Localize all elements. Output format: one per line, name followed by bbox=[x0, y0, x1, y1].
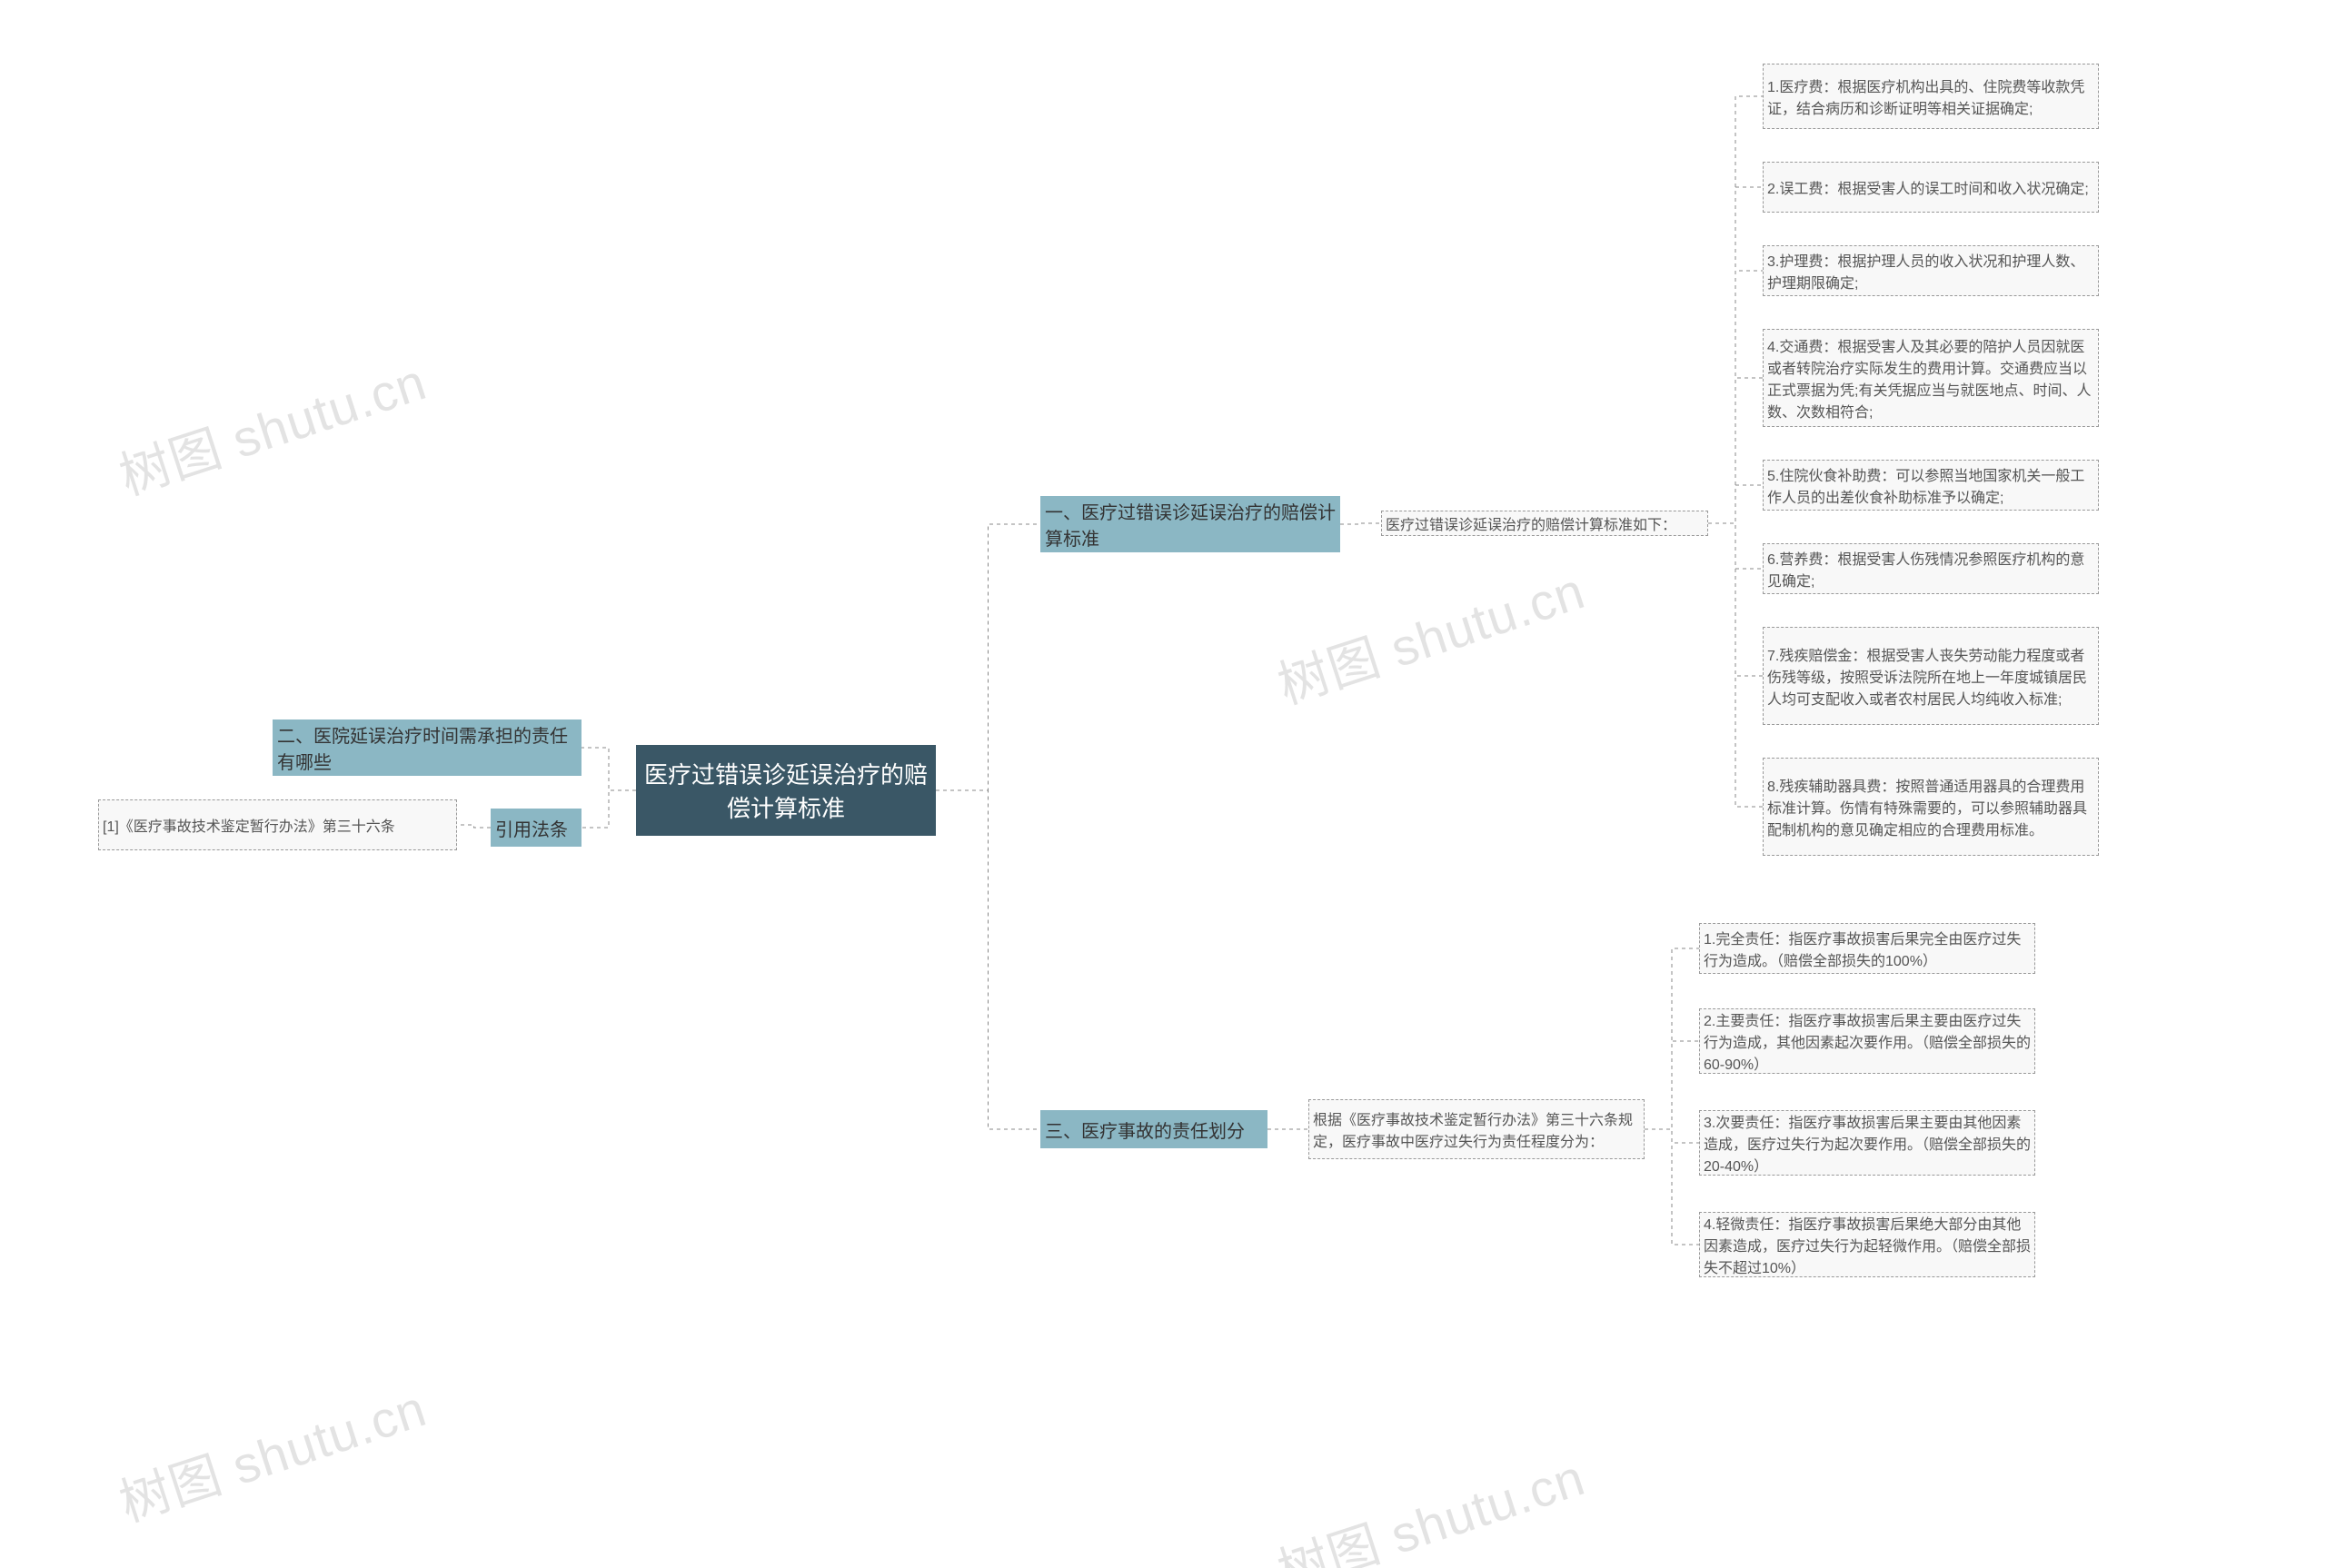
leaf-b3-2-text: 3.次要责任：指医疗事故损害后果主要由其他因素造成，医疗过失行为起次要作用。（赔… bbox=[1700, 1110, 2034, 1176]
root-node: 医疗过错误诊延误治疗的赔偿计算标准 bbox=[636, 745, 936, 836]
leaf-b1-6: 7.残疾赔偿金：根据受害人丧失劳动能力程度或者伤残等级，按照受诉法院所在地上一年… bbox=[1763, 627, 2099, 725]
intermediate-b1-text: 医疗过错误诊延误治疗的赔偿计算标准如下： bbox=[1382, 512, 1707, 534]
branch-b2: 二、医院延误治疗时间需承担的责任有哪些 bbox=[273, 719, 582, 776]
branch-b3: 三、医疗事故的责任划分 bbox=[1040, 1110, 1267, 1148]
branch-b1: 一、医疗过错误诊延误治疗的赔偿计算标准 bbox=[1040, 496, 1340, 552]
branch-b1-text: 一、医疗过错误诊延误治疗的赔偿计算标准 bbox=[1041, 498, 1339, 551]
branch-b_ref: 引用法条 bbox=[491, 809, 582, 847]
leaf-b1-0-text: 1.医疗费：根据医疗机构出具的、住院费等收款凭证，结合病历和诊断证明等相关证据确… bbox=[1764, 74, 2098, 118]
watermark-2: 树图 shutu.cn bbox=[109, 1368, 434, 1536]
leaf-b1-1-text: 2.误工费：根据受害人的误工时间和收入状况确定; bbox=[1764, 176, 2098, 198]
leaf-b1-1: 2.误工费：根据受害人的误工时间和收入状况确定; bbox=[1763, 162, 2099, 213]
leaf-b_ref-0-text: [1]《医疗事故技术鉴定暂行办法》第三十六条 bbox=[99, 814, 456, 836]
root-text: 医疗过错误诊延误治疗的赔偿计算标准 bbox=[636, 757, 936, 824]
watermark-3: 树图 shutu.cn bbox=[1267, 1437, 1593, 1568]
leaf-b1-4: 5.住院伙食补助费：可以参照当地国家机关一般工作人员的出差伙食补助标准予以确定; bbox=[1763, 460, 2099, 511]
leaf-b3-3-text: 4.轻微责任：指医疗事故损害后果绝大部分由其他因素造成，医疗过失行为起轻微作用。… bbox=[1700, 1212, 2034, 1277]
leaf-b3-1-text: 2.主要责任：指医疗事故损害后果主要由医疗过失行为造成，其他因素起次要作用。（赔… bbox=[1700, 1008, 2034, 1074]
branch-b2-text: 二、医院延误治疗时间需承担的责任有哪些 bbox=[273, 721, 581, 774]
watermark-1: 树图 shutu.cn bbox=[1267, 551, 1593, 719]
branch-b3-text: 三、医疗事故的责任划分 bbox=[1041, 1116, 1267, 1143]
branch-b_ref-text: 引用法条 bbox=[492, 815, 581, 841]
intermediate-b1: 医疗过错误诊延误治疗的赔偿计算标准如下： bbox=[1381, 511, 1708, 536]
leaf-b3-3: 4.轻微责任：指医疗事故损害后果绝大部分由其他因素造成，医疗过失行为起轻微作用。… bbox=[1699, 1212, 2035, 1277]
leaf-b1-2: 3.护理费：根据护理人员的收入状况和护理人数、护理期限确定; bbox=[1763, 245, 2099, 296]
leaf-b1-5-text: 6.营养费：根据受害人伤残情况参照医疗机构的意见确定; bbox=[1764, 547, 2098, 590]
leaf-b3-1: 2.主要责任：指医疗事故损害后果主要由医疗过失行为造成，其他因素起次要作用。（赔… bbox=[1699, 1008, 2035, 1074]
leaf-b1-4-text: 5.住院伙食补助费：可以参照当地国家机关一般工作人员的出差伙食补助标准予以确定; bbox=[1764, 463, 2098, 507]
watermark-0: 树图 shutu.cn bbox=[109, 342, 434, 510]
leaf-b3-0-text: 1.完全责任：指医疗事故损害后果完全由医疗过失行为造成。（赔偿全部损失的100%… bbox=[1700, 927, 2034, 970]
leaf-b3-0: 1.完全责任：指医疗事故损害后果完全由医疗过失行为造成。（赔偿全部损失的100%… bbox=[1699, 923, 2035, 974]
leaf-b1-7-text: 8.残疾辅助器具费：按照普通适用器具的合理费用标准计算。伤情有特殊需要的，可以参… bbox=[1764, 774, 2098, 839]
leaf-b1-5: 6.营养费：根据受害人伤残情况参照医疗机构的意见确定; bbox=[1763, 543, 2099, 594]
leaf-b1-6-text: 7.残疾赔偿金：根据受害人丧失劳动能力程度或者伤残等级，按照受诉法院所在地上一年… bbox=[1764, 643, 2098, 709]
leaf-b1-3-text: 4.交通费：根据受害人及其必要的陪护人员因就医或者转院治疗实际发生的费用计算。交… bbox=[1764, 334, 2098, 422]
leaf-b1-3: 4.交通费：根据受害人及其必要的陪护人员因就医或者转院治疗实际发生的费用计算。交… bbox=[1763, 329, 2099, 427]
intermediate-b3-text: 根据《医疗事故技术鉴定暂行办法》第三十六条规定，医疗事故中医疗过失行为责任程度分… bbox=[1309, 1107, 1644, 1151]
leaf-b1-2-text: 3.护理费：根据护理人员的收入状况和护理人数、护理期限确定; bbox=[1764, 249, 2098, 293]
leaf-b_ref-0: [1]《医疗事故技术鉴定暂行办法》第三十六条 bbox=[98, 799, 457, 850]
leaf-b1-0: 1.医疗费：根据医疗机构出具的、住院费等收款凭证，结合病历和诊断证明等相关证据确… bbox=[1763, 64, 2099, 129]
leaf-b1-7: 8.残疾辅助器具费：按照普通适用器具的合理费用标准计算。伤情有特殊需要的，可以参… bbox=[1763, 758, 2099, 856]
leaf-b3-2: 3.次要责任：指医疗事故损害后果主要由其他因素造成，医疗过失行为起次要作用。（赔… bbox=[1699, 1110, 2035, 1176]
intermediate-b3: 根据《医疗事故技术鉴定暂行办法》第三十六条规定，医疗事故中医疗过失行为责任程度分… bbox=[1308, 1099, 1645, 1159]
